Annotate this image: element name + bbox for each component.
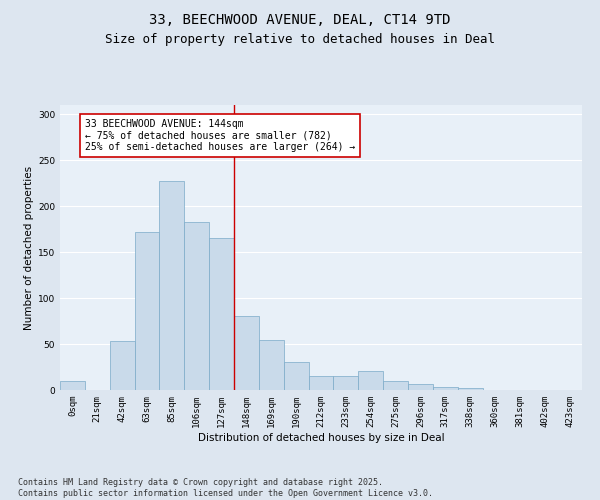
Bar <box>184 222 209 390</box>
Bar <box>408 384 433 390</box>
X-axis label: Distribution of detached houses by size in Deal: Distribution of detached houses by size … <box>197 432 445 442</box>
Text: Size of property relative to detached houses in Deal: Size of property relative to detached ho… <box>105 32 495 46</box>
Bar <box>134 232 160 390</box>
Bar <box>383 381 408 390</box>
Bar <box>259 340 284 390</box>
Bar <box>334 376 358 390</box>
Bar <box>358 370 383 390</box>
Text: Contains HM Land Registry data © Crown copyright and database right 2025.
Contai: Contains HM Land Registry data © Crown c… <box>18 478 433 498</box>
Y-axis label: Number of detached properties: Number of detached properties <box>24 166 34 330</box>
Bar <box>458 388 482 390</box>
Bar <box>308 376 334 390</box>
Text: 33, BEECHWOOD AVENUE, DEAL, CT14 9TD: 33, BEECHWOOD AVENUE, DEAL, CT14 9TD <box>149 12 451 26</box>
Bar <box>234 316 259 390</box>
Bar <box>60 381 85 390</box>
Bar <box>160 182 184 390</box>
Bar <box>209 238 234 390</box>
Bar <box>284 362 308 390</box>
Text: 33 BEECHWOOD AVENUE: 144sqm
← 75% of detached houses are smaller (782)
25% of se: 33 BEECHWOOD AVENUE: 144sqm ← 75% of det… <box>85 119 355 152</box>
Bar <box>433 387 458 390</box>
Bar <box>110 342 134 390</box>
